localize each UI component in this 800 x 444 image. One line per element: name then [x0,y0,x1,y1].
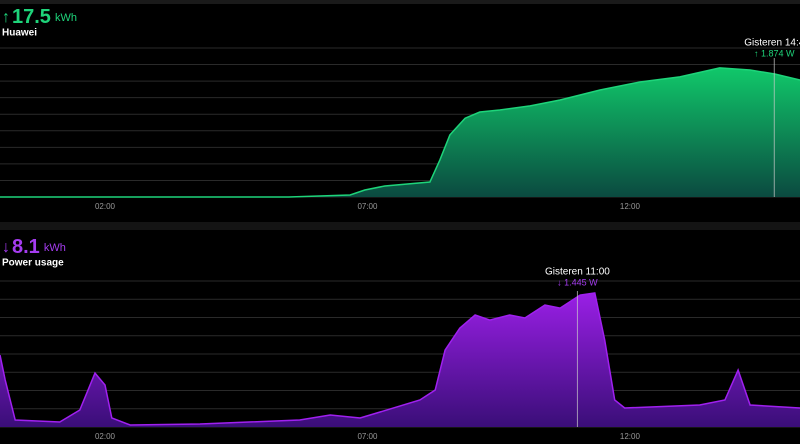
summary-unit: kWh [55,12,77,24]
summary-value: 8.1 [12,236,40,258]
x-tick-label: 12:00 [620,432,641,441]
area-fill [0,67,800,198]
summary-label: Huawei [2,28,37,39]
tooltip-label: Gisteren 11:00 [545,267,610,278]
x-tick-label: 12:00 [620,202,641,211]
summary-value: 17.5 [12,6,51,28]
x-tick-label: 07:00 [357,202,378,211]
summary-unit: kWh [44,242,66,254]
summary-label: Power usage [2,258,64,269]
x-tick-label: 02:00 [95,202,116,211]
area-line [0,292,800,426]
x-tick-label: 07:00 [357,432,378,441]
summary: ↓ 8.1 kWh [2,236,66,258]
area-line [0,67,800,198]
summary-arrow: ↑ [2,9,10,26]
x-tick-label: 02:00 [95,432,116,441]
summary-arrow: ↓ [2,239,10,256]
tooltip-label: Gisteren 14:4 [744,38,800,49]
panel-separator [0,222,800,230]
tooltip-value: ↓ 1.445 W [557,277,598,287]
area-fill [0,293,800,427]
panel-edge [0,0,800,4]
tooltip-value: ↑ 1.874 W [754,48,795,58]
summary: ↑ 17.5 kWh [2,6,77,28]
